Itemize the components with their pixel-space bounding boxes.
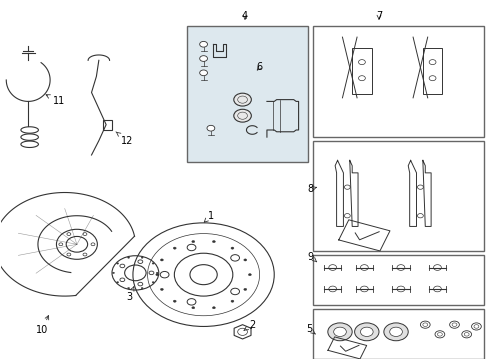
Circle shape [152,263,154,264]
Circle shape [173,300,176,302]
Text: 5: 5 [306,324,315,334]
Circle shape [152,282,154,283]
Circle shape [149,271,154,275]
Circle shape [435,331,445,338]
Text: 3: 3 [126,287,134,302]
Circle shape [361,265,368,270]
Bar [187,26,308,162]
Circle shape [192,307,195,309]
Circle shape [117,263,119,264]
Bar [313,141,484,251]
Bar [352,48,372,94]
Circle shape [344,185,350,189]
Circle shape [83,253,87,256]
Bar [103,120,112,130]
Circle shape [248,274,251,276]
Bar [313,255,484,305]
Circle shape [361,286,368,292]
Circle shape [471,323,481,330]
Circle shape [127,257,129,258]
Text: 1: 1 [204,211,214,222]
Circle shape [384,323,408,341]
Circle shape [141,287,143,289]
Circle shape [231,300,234,302]
Circle shape [244,259,247,261]
Circle shape [231,247,234,249]
Circle shape [67,233,71,235]
Circle shape [450,321,460,328]
Circle shape [141,257,143,258]
Circle shape [127,287,129,289]
Circle shape [234,109,251,122]
Text: 10: 10 [36,316,49,335]
Circle shape [192,240,195,243]
Circle shape [390,327,402,337]
Circle shape [434,265,441,270]
Circle shape [91,243,95,246]
Text: 9: 9 [308,252,317,262]
Circle shape [329,286,337,292]
Bar [423,48,442,94]
Circle shape [213,307,215,309]
Circle shape [187,299,196,305]
Circle shape [417,213,423,218]
Circle shape [213,240,215,243]
Circle shape [200,41,207,47]
Circle shape [328,323,352,341]
Circle shape [120,278,125,282]
Text: 7: 7 [376,11,382,21]
Circle shape [429,76,436,81]
Circle shape [359,60,366,64]
Circle shape [397,286,405,292]
Text: 4: 4 [242,11,248,21]
Circle shape [160,288,163,291]
Circle shape [59,243,63,246]
Circle shape [361,327,373,337]
Circle shape [138,282,143,286]
Circle shape [160,259,163,261]
Circle shape [420,321,430,328]
Circle shape [156,272,158,274]
Bar [313,26,484,137]
Text: 11: 11 [46,95,65,107]
Circle shape [113,272,115,274]
Circle shape [344,213,350,218]
Circle shape [397,265,405,270]
Circle shape [355,323,379,341]
Circle shape [120,264,125,268]
Circle shape [231,288,240,295]
Circle shape [200,70,207,76]
Circle shape [417,185,423,189]
Circle shape [200,56,207,62]
Circle shape [173,247,176,249]
Text: 2: 2 [244,320,255,330]
Text: 6: 6 [257,63,263,72]
Circle shape [83,233,87,235]
Circle shape [67,253,71,256]
Circle shape [187,244,196,251]
Circle shape [160,271,169,278]
Circle shape [156,274,159,276]
Circle shape [329,265,337,270]
Circle shape [138,260,143,264]
Text: 12: 12 [116,132,133,146]
Circle shape [434,286,441,292]
Circle shape [117,282,119,283]
Circle shape [207,125,215,131]
Circle shape [234,93,251,106]
Circle shape [244,288,247,291]
Circle shape [334,327,346,337]
Text: 8: 8 [308,184,317,194]
Circle shape [359,76,366,81]
Circle shape [429,60,436,64]
Bar [313,309,484,359]
Circle shape [462,331,471,338]
Circle shape [231,255,240,261]
